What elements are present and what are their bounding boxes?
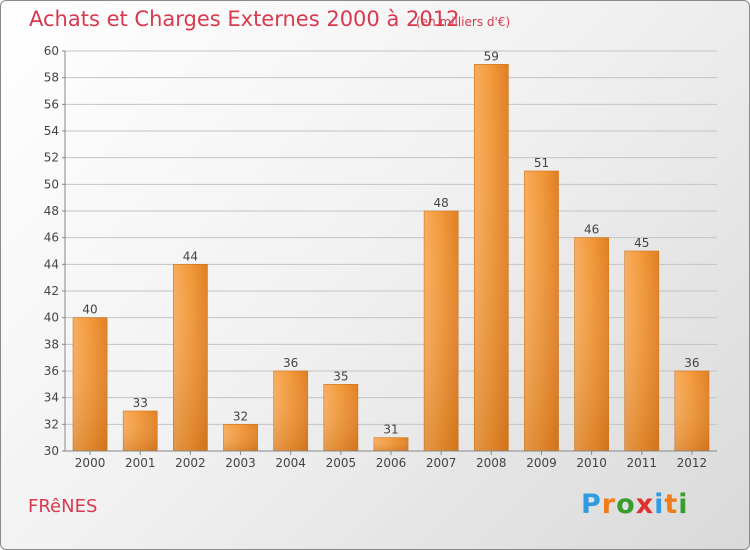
y-tick-label: 42: [44, 284, 59, 298]
y-tick-label: 60: [44, 44, 59, 58]
data-label: 36: [283, 356, 298, 370]
logo-letter: x: [635, 489, 655, 520]
bar-shade: [574, 237, 609, 451]
x-tick-label: 2007: [426, 456, 457, 470]
bar-shade: [524, 171, 559, 451]
data-label: 32: [233, 409, 248, 423]
bar-shade: [674, 371, 709, 451]
data-label: 33: [133, 396, 148, 410]
y-tick-label: 34: [44, 391, 59, 405]
y-tick-label: 40: [44, 311, 59, 325]
x-tick-label: 2003: [225, 456, 256, 470]
x-tick-label: 2010: [576, 456, 607, 470]
y-tick-label: 38: [44, 337, 59, 351]
x-tick-label: 2011: [626, 456, 657, 470]
x-tick-label: 2009: [526, 456, 557, 470]
x-tick-label: 2008: [476, 456, 507, 470]
y-tick-label: 50: [44, 177, 59, 191]
logo-letter: i: [654, 489, 665, 520]
chart-title: Achats et Charges Externes 2000 à 2012: [29, 7, 460, 31]
bar-shade: [173, 264, 208, 451]
bar-shade: [323, 384, 358, 451]
data-label: 46: [584, 223, 599, 237]
data-label: 45: [634, 236, 649, 250]
bar-shade: [223, 424, 258, 451]
town-name: FRêNES: [28, 496, 98, 517]
data-label: 44: [183, 249, 198, 263]
y-tick-label: 54: [44, 124, 59, 138]
y-tick-label: 46: [44, 231, 59, 245]
proxiti-logo[interactable]: Proxiti: [581, 489, 689, 520]
x-tick-label: 2004: [275, 456, 306, 470]
logo-letter: i: [678, 489, 689, 520]
y-tick-label: 52: [44, 151, 59, 165]
y-tick-label: 32: [44, 417, 59, 431]
bar-shade: [73, 317, 108, 451]
logo-letter: P: [581, 489, 602, 520]
logo-letter: t: [664, 489, 679, 520]
data-label: 48: [434, 196, 449, 210]
x-tick-label: 2005: [326, 456, 357, 470]
logo-letter: o: [616, 489, 636, 520]
data-label: 59: [484, 49, 499, 63]
bar-shade: [373, 437, 409, 451]
y-tick-label: 48: [44, 204, 59, 218]
bar-shade: [624, 251, 659, 451]
y-tick-label: 30: [44, 444, 59, 458]
y-tick-label: 44: [44, 257, 59, 271]
data-label: 35: [333, 369, 348, 383]
chart-subtitle: (en milliers d'€): [416, 15, 511, 29]
data-label: 40: [82, 303, 97, 317]
data-label: 51: [534, 156, 549, 170]
x-tick-label: 2002: [175, 456, 206, 470]
x-tick-label: 2001: [125, 456, 156, 470]
x-tick-label: 2006: [376, 456, 407, 470]
y-tick-label: 58: [44, 71, 59, 85]
data-label: 36: [684, 356, 699, 370]
x-tick-label: 2012: [677, 456, 708, 470]
bar-shade: [424, 211, 459, 451]
y-tick-label: 56: [44, 97, 59, 111]
x-tick-label: 2000: [75, 456, 106, 470]
bar-shade: [273, 371, 308, 451]
bar-shade: [474, 64, 509, 452]
logo-letter: r: [601, 489, 617, 520]
y-tick-label: 36: [44, 364, 59, 378]
data-label: 31: [383, 423, 398, 437]
bar-shade: [123, 411, 158, 451]
